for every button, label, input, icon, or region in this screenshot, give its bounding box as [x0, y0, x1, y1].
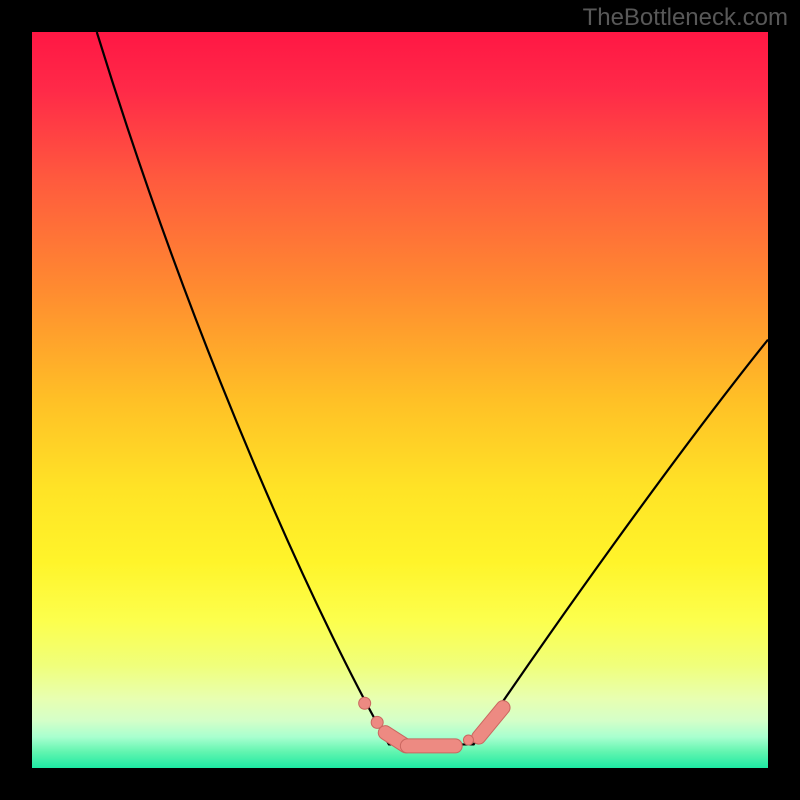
bottleneck-chart — [0, 0, 800, 800]
data-marker — [463, 735, 473, 745]
plot-background — [32, 32, 768, 768]
chart-container: TheBottleneck.com — [0, 0, 800, 800]
data-marker — [359, 697, 371, 709]
watermark-text: TheBottleneck.com — [583, 4, 788, 32]
